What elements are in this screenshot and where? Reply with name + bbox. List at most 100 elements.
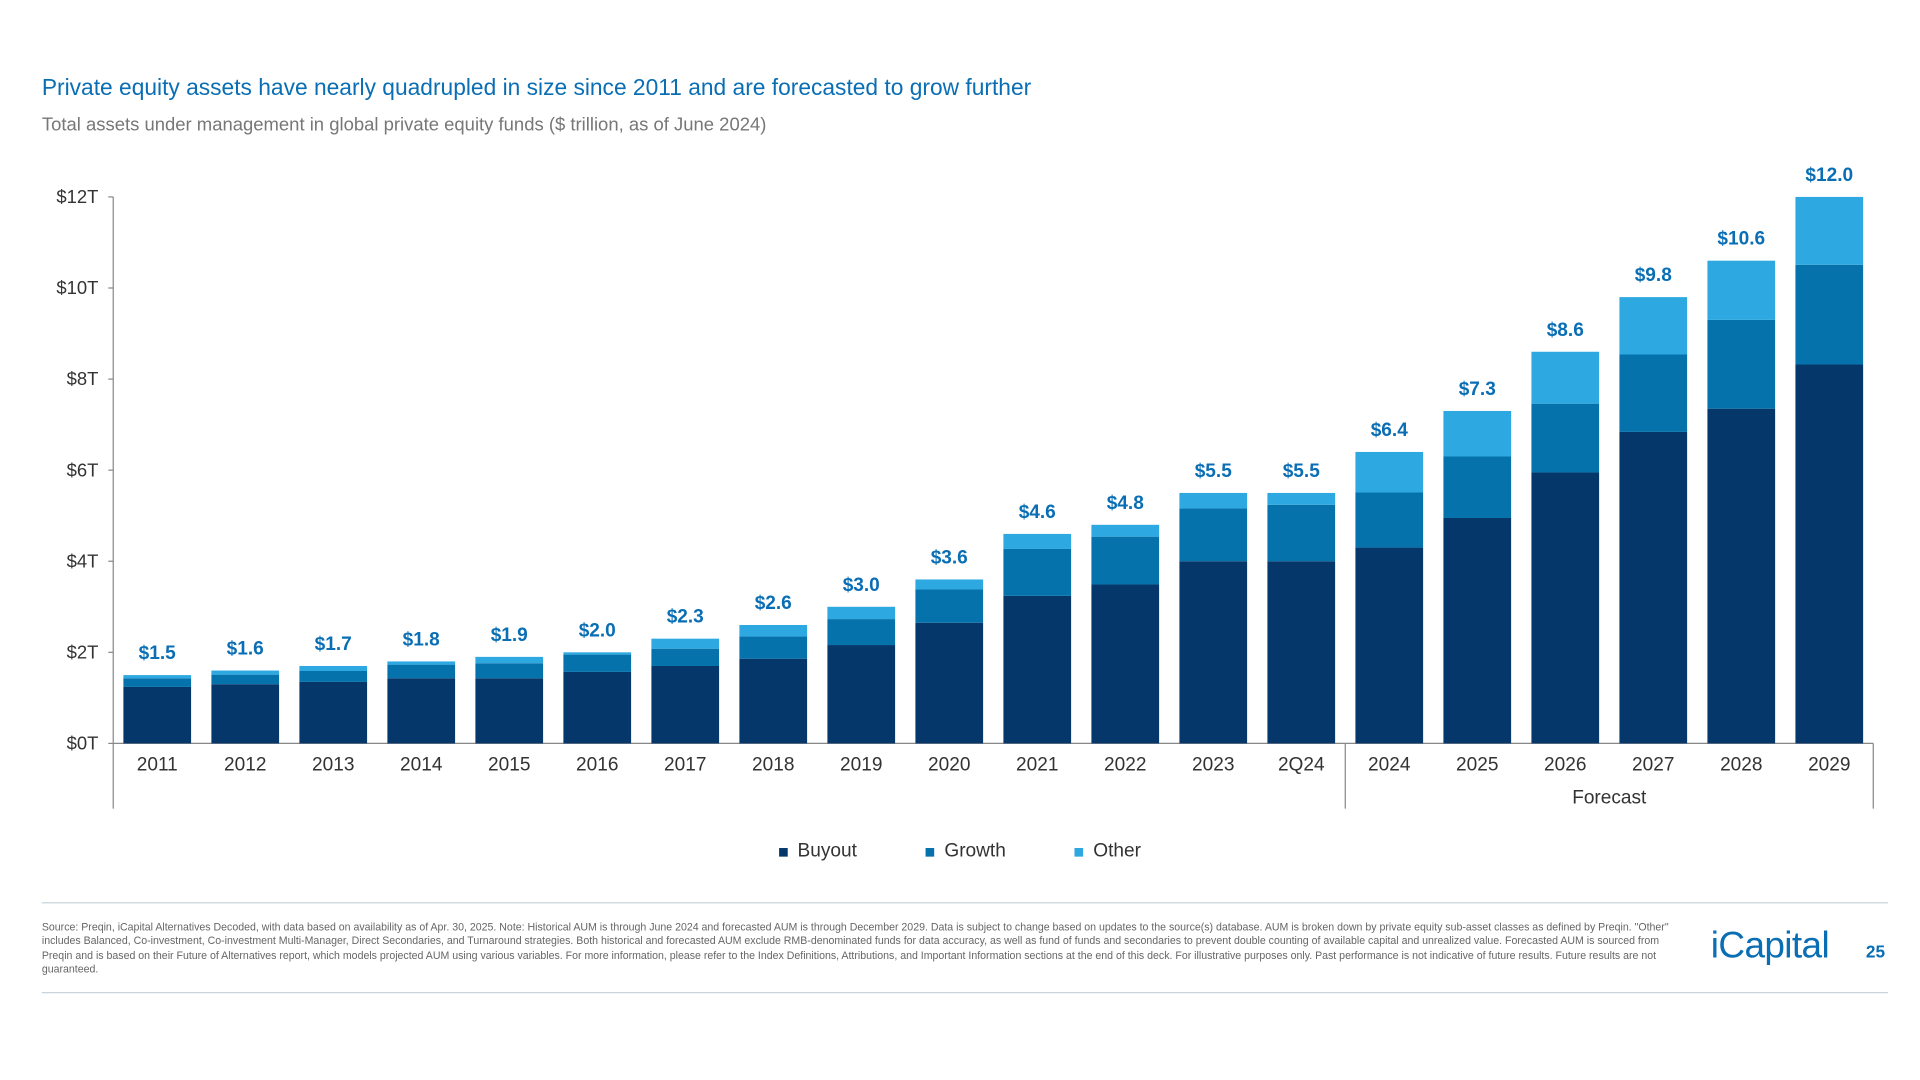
bar-growth-2020 bbox=[915, 589, 984, 623]
total-label: $4.6 bbox=[1019, 502, 1056, 523]
chart-subtitle: Total assets under management in global … bbox=[41, 114, 767, 136]
total-label: $8.6 bbox=[1547, 320, 1584, 341]
bar-other-2011 bbox=[123, 675, 192, 679]
total-label: $6.4 bbox=[1371, 420, 1408, 441]
y-tick-label: $8T bbox=[67, 368, 99, 389]
x-tick-label: 2026 bbox=[1544, 754, 1586, 775]
forecast-label: Forecast bbox=[1572, 788, 1647, 809]
y-tick-label: $2T bbox=[67, 641, 99, 662]
bar-growth-2026 bbox=[1531, 403, 1600, 473]
total-label: $1.9 bbox=[491, 625, 528, 646]
total-label: $7.3 bbox=[1459, 379, 1496, 400]
bar-growth-2014 bbox=[387, 664, 456, 679]
x-tick-label: 2025 bbox=[1456, 754, 1498, 775]
bar-buyout-2011 bbox=[123, 686, 192, 744]
bar-growth-2021 bbox=[1003, 548, 1072, 596]
bar-buyout-2013 bbox=[299, 681, 368, 744]
bar-growth-2024 bbox=[1355, 492, 1424, 548]
bar-other-2020 bbox=[915, 579, 984, 590]
bar-other-2023 bbox=[1179, 492, 1248, 509]
divider-top bbox=[41, 902, 1889, 904]
bar-buyout-2014 bbox=[387, 678, 456, 744]
bar-buyout-2Q24 bbox=[1267, 561, 1336, 744]
legend-item-other: Other bbox=[1074, 840, 1141, 863]
bar-growth-2016 bbox=[563, 654, 632, 672]
bar-other-2015 bbox=[475, 656, 544, 664]
bar-buyout-2024 bbox=[1355, 547, 1424, 744]
y-tick-label: $6T bbox=[67, 459, 99, 480]
x-tick-label: 2024 bbox=[1368, 754, 1411, 775]
bar-buyout-2022 bbox=[1091, 584, 1160, 744]
bar-other-2017 bbox=[651, 638, 720, 649]
x-tick-label: 2021 bbox=[1016, 754, 1058, 775]
total-label: $1.6 bbox=[227, 639, 264, 660]
bar-buyout-2026 bbox=[1531, 472, 1600, 744]
x-tick-label: 2023 bbox=[1192, 754, 1234, 775]
divider-bottom bbox=[41, 992, 1889, 994]
bar-growth-2023 bbox=[1179, 508, 1248, 562]
bar-buyout-2020 bbox=[915, 622, 984, 744]
bar-buyout-2016 bbox=[563, 671, 632, 744]
source-footnote: Source: Preqin, iCapital Alternatives De… bbox=[41, 920, 1669, 976]
bar-buyout-2021 bbox=[1003, 595, 1072, 744]
total-label: $1.5 bbox=[139, 643, 176, 664]
bar-other-2022 bbox=[1091, 524, 1160, 537]
y-tick-label: $12T bbox=[56, 186, 98, 207]
bar-other-2Q24 bbox=[1267, 492, 1336, 505]
bar-other-2014 bbox=[387, 661, 456, 665]
total-label: $2.3 bbox=[667, 607, 704, 628]
bar-growth-2019 bbox=[827, 619, 896, 646]
bar-growth-2013 bbox=[299, 670, 368, 682]
bar-buyout-2018 bbox=[739, 658, 808, 744]
bar-growth-2027 bbox=[1619, 354, 1688, 432]
bar-growth-2012 bbox=[211, 674, 280, 685]
x-tick-label: 2015 bbox=[488, 754, 530, 775]
x-tick-label: 2012 bbox=[224, 754, 266, 775]
legend-swatch bbox=[779, 847, 788, 857]
legend-item-growth: Growth bbox=[925, 840, 1006, 863]
total-label: $4.8 bbox=[1107, 493, 1144, 514]
icapital-logo: iCapital bbox=[1710, 925, 1830, 967]
total-label: $10.6 bbox=[1717, 229, 1765, 250]
bar-buyout-2025 bbox=[1443, 517, 1512, 744]
page-number: 25 bbox=[1865, 941, 1886, 962]
total-label: $9.8 bbox=[1635, 265, 1672, 286]
legend-label: Other bbox=[1093, 840, 1141, 862]
bar-growth-2029 bbox=[1795, 264, 1864, 365]
bar-buyout-2015 bbox=[475, 678, 544, 744]
x-tick-label: 2011 bbox=[137, 754, 178, 775]
legend-label: Growth bbox=[944, 840, 1006, 862]
total-label: $3.6 bbox=[931, 547, 968, 568]
bar-buyout-2029 bbox=[1795, 364, 1864, 744]
total-label: $2.0 bbox=[579, 620, 616, 641]
y-tick-label: $0T bbox=[67, 733, 99, 754]
y-tick-label: $4T bbox=[67, 550, 99, 571]
bar-growth-2018 bbox=[739, 636, 808, 659]
x-tick-label: 2028 bbox=[1720, 754, 1762, 775]
chart-title: Private equity assets have nearly quadru… bbox=[41, 73, 1032, 100]
bar-other-2029 bbox=[1795, 196, 1864, 265]
bar-other-2019 bbox=[827, 606, 896, 620]
legend-label: Buyout bbox=[797, 840, 857, 862]
bar-buyout-2023 bbox=[1179, 561, 1248, 744]
x-tick-label: 2017 bbox=[664, 754, 706, 775]
x-tick-label: 2019 bbox=[840, 754, 882, 775]
bar-other-2026 bbox=[1531, 351, 1600, 404]
total-label: $5.5 bbox=[1195, 461, 1232, 482]
bar-buyout-2027 bbox=[1619, 431, 1688, 744]
x-tick-label: 2027 bbox=[1632, 754, 1674, 775]
legend-swatch bbox=[1074, 847, 1084, 857]
total-label: $5.5 bbox=[1283, 461, 1320, 482]
x-tick-label: 2014 bbox=[400, 754, 443, 775]
x-tick-label: 2Q24 bbox=[1278, 754, 1325, 775]
bar-growth-2Q24 bbox=[1267, 504, 1336, 562]
bar-growth-2025 bbox=[1443, 456, 1512, 518]
total-label: $2.6 bbox=[755, 593, 792, 614]
total-label: $12.0 bbox=[1805, 165, 1853, 186]
total-label: $1.8 bbox=[403, 629, 440, 650]
x-tick-label: 2020 bbox=[928, 754, 970, 775]
x-tick-label: 2013 bbox=[312, 754, 354, 775]
bar-growth-2017 bbox=[651, 648, 720, 666]
bar-growth-2022 bbox=[1091, 536, 1160, 585]
